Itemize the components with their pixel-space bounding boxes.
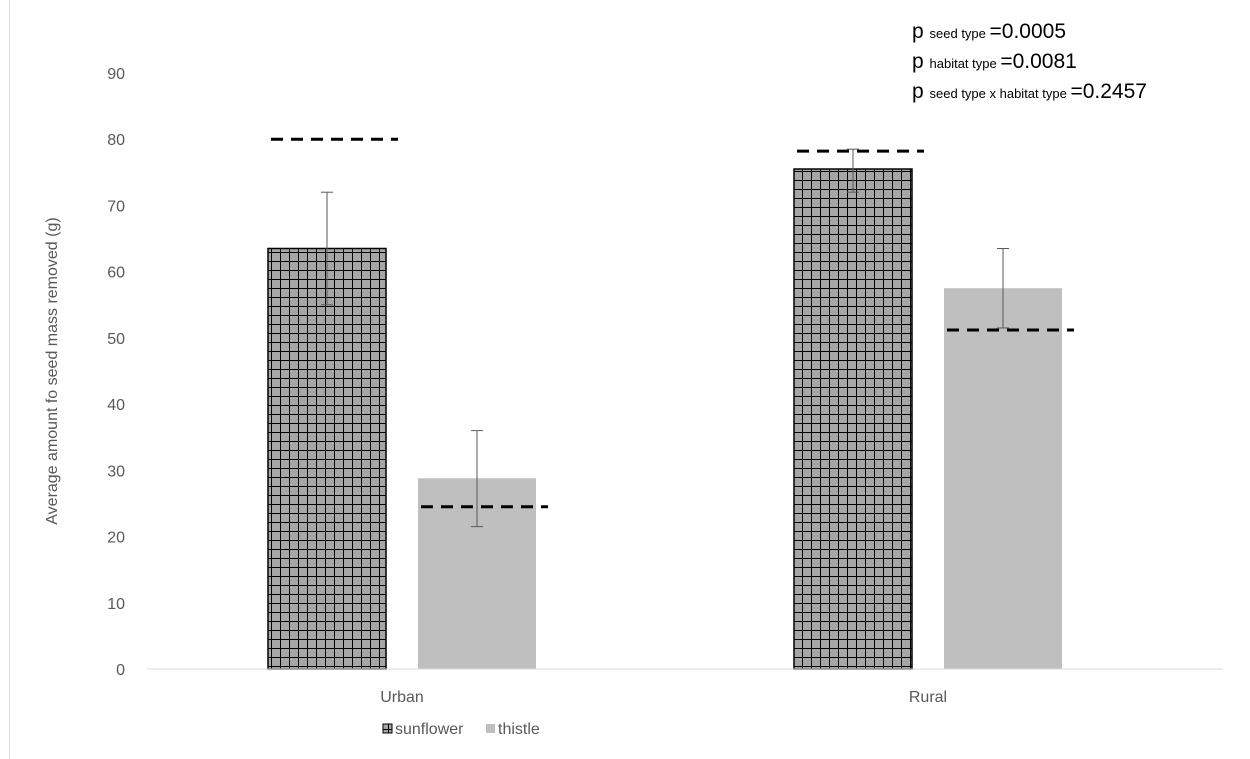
p-symbol: p [912, 50, 930, 73]
legend-label-thistle: thistle [498, 721, 540, 738]
y-tick-label: 90 [107, 66, 125, 83]
chart-frame: 0 10 20 30 40 50 60 70 80 90 Urban Rural Average a… [9, 0, 1250, 759]
legend-swatch-thistle [486, 724, 495, 733]
y-tick-label: 0 [116, 662, 125, 679]
y-tick-label: 40 [107, 397, 125, 414]
y-tick-label: 60 [107, 265, 125, 282]
error-bars [321, 148, 1009, 528]
bar-sunflower-urban [267, 247, 387, 670]
y-tick-label: 20 [107, 530, 125, 547]
svg-text:p seed type x habitat type =0.: p seed type x habitat type =0.2457 [912, 80, 1147, 103]
bars [267, 168, 1062, 670]
svg-text:p seed type =0.0005: p seed type =0.0005 [912, 20, 1066, 43]
bar-thistle-rural [944, 288, 1062, 669]
bar-sunflower-rural [793, 168, 913, 670]
p-symbol: p [912, 20, 930, 43]
bar-chart: 0 10 20 30 40 50 60 70 80 90 Urban Rural Average a… [44, 20, 1223, 738]
p-subscript: seed type x habitat type [930, 86, 1071, 101]
p-value: =0.0081 [1000, 50, 1077, 73]
error-bar-thistle-urban [471, 430, 483, 528]
legend-label-sunflower: sunflower [395, 721, 464, 738]
y-axis-ticks: 0 10 20 30 40 50 60 70 80 90 [107, 66, 125, 679]
svg-text:p habitat type =0.0081: p habitat type =0.0081 [912, 50, 1077, 73]
y-tick-label: 10 [107, 596, 125, 613]
legend-swatch-sunflower [382, 723, 393, 734]
p-symbol: p [912, 80, 930, 103]
p-subscript: habitat type [930, 56, 1001, 71]
error-bar-sunflower-urban [321, 191, 333, 306]
p-value-annotation: p seed type =0.0005 [912, 20, 1066, 43]
y-tick-label: 30 [107, 463, 125, 480]
p-value: =0.2457 [1070, 80, 1147, 103]
error-bar-thistle-rural [997, 247, 1009, 329]
p-value-annotation: p habitat type =0.0081 [912, 50, 1077, 73]
p-subscript: seed type [930, 26, 990, 41]
error-bar-sunflower-rural [847, 148, 859, 193]
x-category-label: Rural [909, 689, 947, 706]
y-tick-label: 50 [107, 331, 125, 348]
reference-lines [271, 137, 1074, 509]
y-axis-title: Average amount fo seed mass removed (g) [44, 217, 61, 524]
legend: sunflower thistle [382, 721, 540, 738]
x-category-label: Urban [380, 689, 424, 706]
p-value: =0.0005 [990, 20, 1067, 43]
y-tick-label: 70 [107, 198, 125, 215]
y-tick-label: 80 [107, 132, 125, 149]
p-value-annotation: p seed type x habitat type =0.2457 [912, 80, 1147, 103]
x-axis-category-labels: Urban Rural [380, 689, 947, 706]
